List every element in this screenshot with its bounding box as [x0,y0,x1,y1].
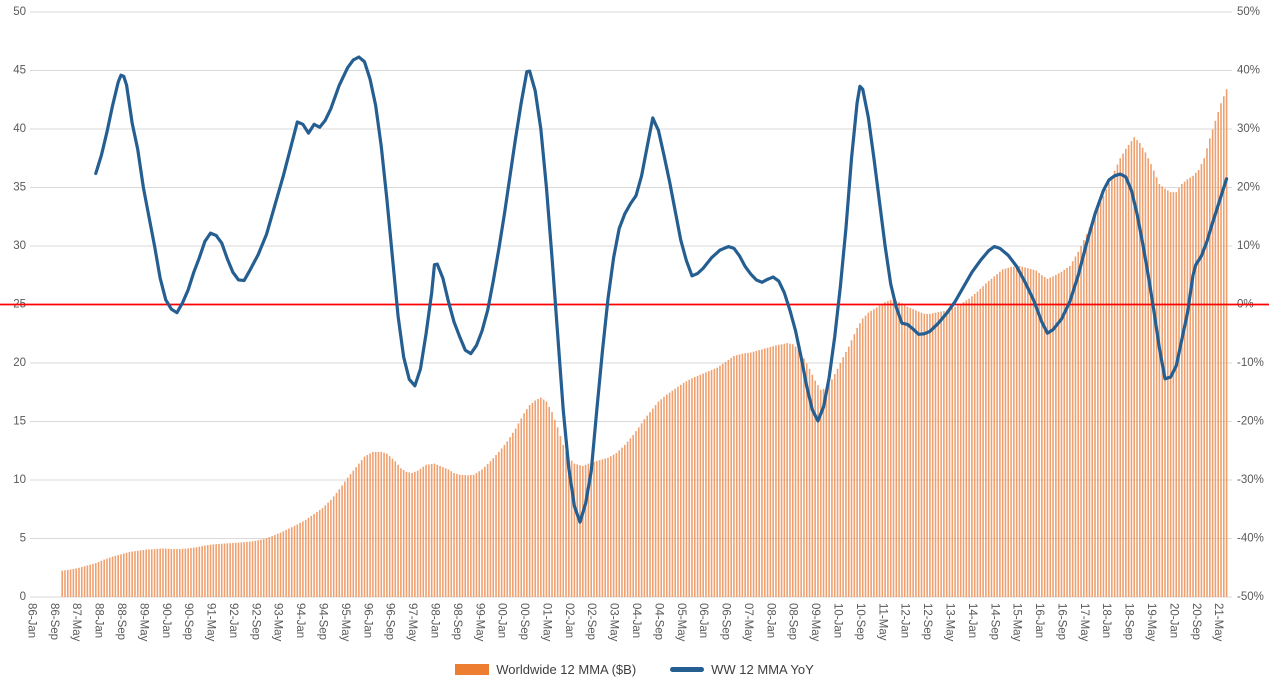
legend-label-bars: Worldwide 12 MMA ($B) [496,662,637,677]
x-axis-tick-label: 21-May [1212,603,1224,642]
x-axis-tick-label: 89-May [137,603,149,642]
right-axis-tick-label: -30% [1237,474,1264,486]
legend-item-line: WW 12 MMA YoY [670,662,814,677]
right-axis-tick-label: 40% [1237,65,1260,77]
x-axis-tick-label: 15-May [1011,603,1023,642]
x-axis-tick-label: 00-Jan [496,603,508,638]
x-axis-tick-label: 09-May [809,603,821,642]
x-axis-tick-label: 00-Sep [518,603,530,640]
x-axis-tick-label: 08-Sep [787,603,799,640]
x-axis-tick-label: 10-Jan [832,603,844,638]
x-axis-tick-label: 95-May [339,603,351,642]
x-axis-tick-label: 20-Jan [1167,603,1179,638]
x-axis-tick-label: 02-Jan [563,603,575,638]
x-axis-tick-label: 93-May [272,603,284,642]
left-axis-tick-label: 0 [20,591,26,603]
x-axis-tick-label: 87-May [70,603,82,642]
left-axis-tick-label: 45 [13,65,26,77]
right-axis-tick-label: -20% [1237,416,1264,428]
legend-item-bars: Worldwide 12 MMA ($B) [455,662,636,677]
chart-legend: Worldwide 12 MMA ($B) WW 12 MMA YoY [0,662,1269,677]
bar-series-swatch-icon [455,664,490,675]
bars-series [61,89,1228,598]
x-axis-tick-label: 18-Jan [1100,603,1112,638]
x-axis-tick-label: 12-Sep [921,603,933,640]
x-axis-tick-label: 07-May [742,603,754,642]
left-axis-tick-label: 10 [13,474,26,486]
x-axis-tick-label: 03-May [608,603,620,642]
x-axis-tick-label: 14-Jan [966,603,978,638]
left-axis-tick-label: 35 [13,182,26,194]
left-axis-tick-label: 40 [13,123,26,135]
x-axis-tick-label: 11-May [876,603,888,641]
x-axis-tick-label: 10-Sep [854,603,866,640]
x-axis-tick-label: 88-Jan [93,603,105,638]
x-axis-tick-label: 16-Sep [1055,603,1067,640]
x-axis-tick-label: 90-Jan [160,603,172,638]
x-axis-tick-label: 98-Sep [451,603,463,640]
x-axis-tick-label: 12-Jan [899,603,911,638]
x-axis-tick-label: 94-Sep [317,603,329,640]
x-axis-tick-label: 19-May [1145,603,1157,642]
left-axis-tick-label: 50 [13,6,26,18]
x-axis-tick-label: 98-Jan [428,603,440,638]
x-axis-tick-label: 92-Sep [249,603,261,640]
x-axis-tick-label: 92-Jan [227,603,239,638]
right-axis-tick-label: 50% [1237,6,1260,18]
x-axis-tick-label: 86-Sep [48,603,60,640]
x-axis-labels: 86-Jan 86-Sep 87-May 88-Jan 88-Sep 89-May 90-J… [25,603,1224,642]
left-axis-tick-label: 30 [13,240,26,252]
line-series-swatch-icon [670,667,705,672]
x-axis-tick-label: 91-May [205,603,217,642]
x-axis-tick-label: 05-May [675,603,687,642]
x-axis-tick-label: 16-Jan [1033,603,1045,638]
x-axis-tick-label: 86-Jan [25,603,37,638]
x-axis-tick-label: 06-Jan [697,603,709,638]
x-axis-tick-label: 97-May [406,603,418,642]
x-axis-tick-label: 88-Sep [115,603,127,640]
left-axis-tick-label: 20 [13,357,26,369]
x-axis-tick-label: 06-Sep [720,603,732,640]
yoy-line-series [94,55,1229,524]
x-axis-tick-label: 99-May [473,603,485,642]
right-axis-tick-label: -10% [1237,357,1264,369]
x-axis-tick-label: 14-Sep [988,603,1000,640]
x-axis-tick-label: 17-May [1078,603,1090,642]
legend-label-line: WW 12 MMA YoY [711,662,814,677]
x-axis-tick-label: 96-Sep [384,603,396,640]
x-axis-tick-label: 90-Sep [182,603,194,640]
x-axis-tick-label: 13-May [943,603,955,642]
x-axis-tick-label: 08-Jan [764,603,776,638]
left-axis-tick-label: 15 [13,416,26,428]
x-axis-tick-label: 96-Jan [361,603,373,638]
right-axis-tick-label: 20% [1237,182,1260,194]
left-axis-tick-label: 5 [20,533,26,545]
x-axis-tick-label: 20-Sep [1190,603,1202,640]
right-axis-tick-label: -50% [1237,591,1264,603]
right-axis-tick-label: -40% [1237,533,1264,545]
x-axis-tick-label: 04-Jan [630,603,642,638]
right-axis-labels: -50%-40%-30%-20%-10%0%10%20%30%40%50% [1237,6,1264,603]
x-axis-tick-label: 18-Sep [1123,603,1135,640]
x-axis-tick-label: 02-Sep [585,603,597,640]
x-axis-tick-label: 94-Jan [294,603,306,638]
x-axis-tick-label: 01-May [540,603,552,642]
right-axis-tick-label: 30% [1237,123,1260,135]
x-axis-tick-label: 04-Sep [652,603,664,640]
right-axis-tick-label: 10% [1237,240,1260,252]
